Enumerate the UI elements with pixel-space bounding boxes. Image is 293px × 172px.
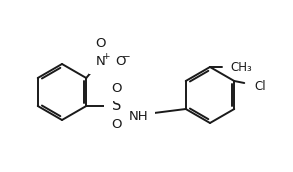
Text: NH: NH [128,110,148,122]
Text: O: O [111,117,122,131]
Text: Cl: Cl [254,79,266,93]
Text: O: O [111,82,122,94]
Text: CH₃: CH₃ [230,61,252,73]
Text: O: O [115,55,126,68]
Text: O: O [95,37,106,50]
Text: −: − [122,52,131,62]
Text: S: S [112,99,121,114]
Text: N: N [96,55,105,68]
Text: +: + [102,52,109,61]
